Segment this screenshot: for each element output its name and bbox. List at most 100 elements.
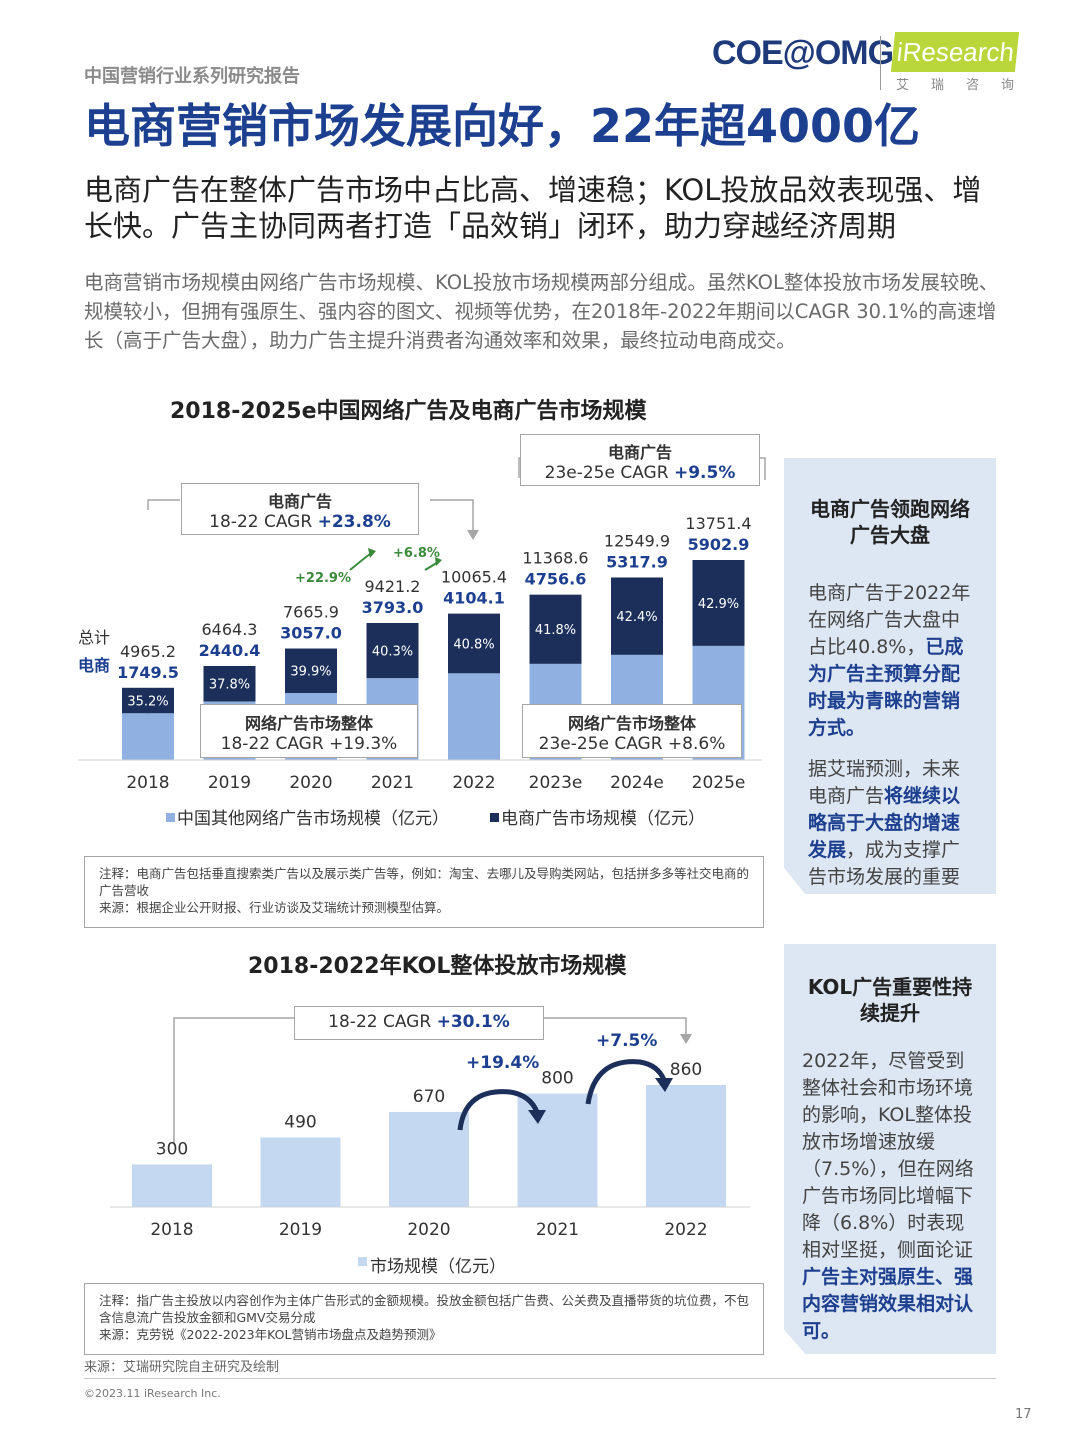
callout-connector — [758, 457, 766, 480]
callout-title: 网络广告市场整体 — [244, 714, 373, 733]
bar-kol-market — [260, 1137, 341, 1207]
page-title: 电商营销市场发展向好，22年超4000亿 — [84, 99, 921, 153]
growth-arrowhead — [655, 1078, 673, 1092]
callout-title: 网络广告市场整体 — [567, 714, 696, 733]
share-label: 42.4% — [616, 610, 657, 625]
x-tick-label: 2021 — [536, 1220, 579, 1240]
ecom-value-label: 4756.6 — [525, 570, 587, 589]
copyright: ©2023.11 iResearch Inc. — [84, 1387, 221, 1400]
ecom-value-label: 3793.0 — [362, 598, 424, 617]
callout-kol-cagr: 18-22 CAGR +30.1% — [294, 1006, 544, 1040]
callout-text: 18-22 CAGR — [209, 512, 318, 532]
ecom-value-label: 3057.0 — [280, 624, 342, 643]
chart2-note: 注释：指广告主投放以内容创作为主体广告形式的金额规模。投放金额包括广告费、公关费… — [99, 1293, 750, 1325]
ecom-value-label: 1749.5 — [117, 663, 179, 682]
x-tick-label: 2022 — [664, 1220, 707, 1240]
x-tick-label: 2019 — [279, 1220, 322, 1240]
callout-text: 18-22 CAGR +19.3% — [220, 734, 398, 754]
coe-omg-logo: COE@OMG — [712, 34, 894, 72]
share-label: 41.8% — [535, 623, 576, 638]
bar-ecom-ads — [203, 665, 256, 702]
side-panel-ecom-ads: 电商广告领跑网络广告大盘 电商广告于2022年在网络广告大盘中占比40.8%，已… — [784, 458, 996, 894]
ecom-value-label: 4104.1 — [443, 589, 505, 608]
page-number: 17 — [1015, 1407, 1032, 1422]
bar-kol-market — [646, 1085, 726, 1207]
growth-arrowhead — [435, 557, 442, 566]
bar-ecom-ads — [611, 577, 663, 655]
x-tick-label: 2022 — [452, 773, 495, 793]
value-label: 670 — [413, 1087, 445, 1107]
legend-label-ecom: 电商广告市场规模（亿元） — [501, 809, 705, 829]
side-panel-paragraph: 电商广告于2022年在网络广告大盘中占比40.8%，已成为广告主预算分配时最为青… — [808, 580, 972, 742]
iresearch-logo: iResearch — [890, 32, 1020, 72]
chart1-notes: 注释：电商广告包括垂直搜索类广告以及展示类广告等，例如：淘宝、去哪儿及导购类网站… — [84, 856, 764, 928]
x-tick-label: 2019 — [208, 773, 251, 793]
ecom-value-label: 5317.9 — [606, 552, 668, 571]
share-label: 37.8% — [209, 678, 250, 693]
callout-total-cagr-2023-2025: 网络广告市场整体 23e-25e CAGR +8.6% — [522, 704, 742, 758]
chart1-source: 来源：根据企业公开财报、行业访谈及艾瑞统计预测模型估算。 — [99, 900, 450, 915]
share-label: 40.3% — [372, 645, 413, 660]
side-text-emphasis: 将继续以略高于大盘的增速发展 — [808, 785, 961, 861]
legend-swatch-other — [166, 813, 175, 822]
intro-paragraph: 电商营销市场规模由网络广告市场规模、KOL投放市场规模两部分组成。虽然KOL整体… — [84, 271, 999, 352]
side-text-emphasis: 广告主对强原生、强内容营销效果相对认可。 — [802, 1266, 974, 1342]
x-tick-label: 2024e — [610, 773, 664, 793]
callout-value: +23.8% — [317, 512, 391, 532]
total-value-label: 12549.9 — [604, 531, 670, 550]
callout-connector — [430, 499, 474, 532]
total-value-label: 7665.9 — [283, 603, 339, 622]
chart2-plot: 300 2018 490 2019 670 2020 800 2021 860 2022 +19.… — [110, 1017, 750, 1277]
bar-ecom-ads — [448, 613, 500, 674]
chart2-source: 来源：克劳锐《2022-2023年KOL营销市场盘点及趋势预测》 — [99, 1327, 442, 1342]
bar-ecom-ads — [692, 560, 745, 646]
callout-connector — [147, 499, 180, 510]
row-label-ecom: 电商 — [78, 656, 110, 675]
bar-kol-market — [132, 1164, 212, 1207]
bar-ecom-ads — [122, 687, 174, 714]
side-text-plain: 2022年，尽管受到整体社会和市场环境的影响，KOL整体投放市场增速放缓（7.5… — [802, 1050, 974, 1261]
logo-divider — [880, 36, 881, 90]
bar-ecom-ads — [366, 622, 419, 679]
chart2-title: 2018-2022年KOL整体投放市场规模 — [248, 954, 627, 979]
total-value-label: 11368.6 — [522, 549, 588, 568]
row-label-total: 总计 — [78, 628, 110, 647]
bar-ecom-ads — [529, 594, 582, 664]
side-panel-kol-ads: KOL广告重要性持续提升 2022年，尽管受到整体社会和市场环境的影响，KOL整… — [784, 944, 996, 1354]
footer-source: 来源：艾瑞研究院自主研究及绘制 — [84, 1360, 280, 1375]
callout-total-cagr-2018-2022: 网络广告市场整体 18-22 CAGR +19.3% — [200, 704, 418, 758]
total-value-label: 4965.2 — [120, 642, 176, 661]
value-label: 490 — [284, 1112, 316, 1132]
growth-arrow-2022 — [585, 1059, 667, 1105]
callout-value: +9.5% — [673, 463, 736, 483]
iresearch-logo-subtitle: 艾瑞咨询 — [896, 78, 1037, 93]
side-panel-title: KOL广告重要性持续提升 — [807, 975, 973, 1025]
value-label: 860 — [670, 1060, 702, 1080]
share-label: 39.9% — [290, 665, 331, 680]
growth-label-2021: +19.4% — [466, 1053, 539, 1073]
value-label: 800 — [541, 1069, 573, 1089]
growth-label-2022: +7.5% — [596, 1031, 657, 1051]
report-series-label: 中国营销行业系列研究报告 — [84, 66, 300, 87]
legend-label-kol: 市场规模（亿元） — [370, 1257, 506, 1277]
side-panel-title: 电商广告领跑网络广告大盘 — [810, 497, 970, 547]
growth-label-2021: +6.8% — [393, 546, 440, 561]
total-value-label: 13751.4 — [685, 514, 751, 533]
bar-other-ads — [122, 713, 174, 760]
callout-text: 23e-25e CAGR +8.6% — [538, 734, 726, 754]
chart1-note: 注释：电商广告包括垂直搜索类广告以及展示类广告等，例如：淘宝、去哪儿及导购类网站… — [99, 866, 750, 898]
growth-arrowhead — [368, 548, 376, 558]
ecom-value-label: 5902.9 — [688, 535, 750, 554]
connector-arrowhead — [467, 530, 479, 540]
page-subtitle: 电商广告在整体广告市场中占比高、增速稳；KOL投放品效表现强、增长快。广告主协同… — [84, 173, 982, 243]
callout-text: 23e-25e CAGR — [544, 463, 674, 483]
growth-arrow-2021 — [457, 1089, 540, 1131]
share-label: 35.2% — [127, 695, 168, 710]
callout-connector — [544, 1017, 687, 1036]
total-value-label: 10065.4 — [441, 568, 507, 587]
bar-kol-market — [389, 1111, 469, 1207]
x-tick-label: 2021 — [371, 773, 414, 793]
side-panel-paragraph: 2022年，尽管受到整体社会和市场环境的影响，KOL整体投放市场增速放缓（7.5… — [802, 1048, 978, 1345]
x-tick-label: 2018 — [126, 773, 169, 793]
legend-label-other: 中国其他网络广告市场规模（亿元） — [177, 809, 449, 829]
